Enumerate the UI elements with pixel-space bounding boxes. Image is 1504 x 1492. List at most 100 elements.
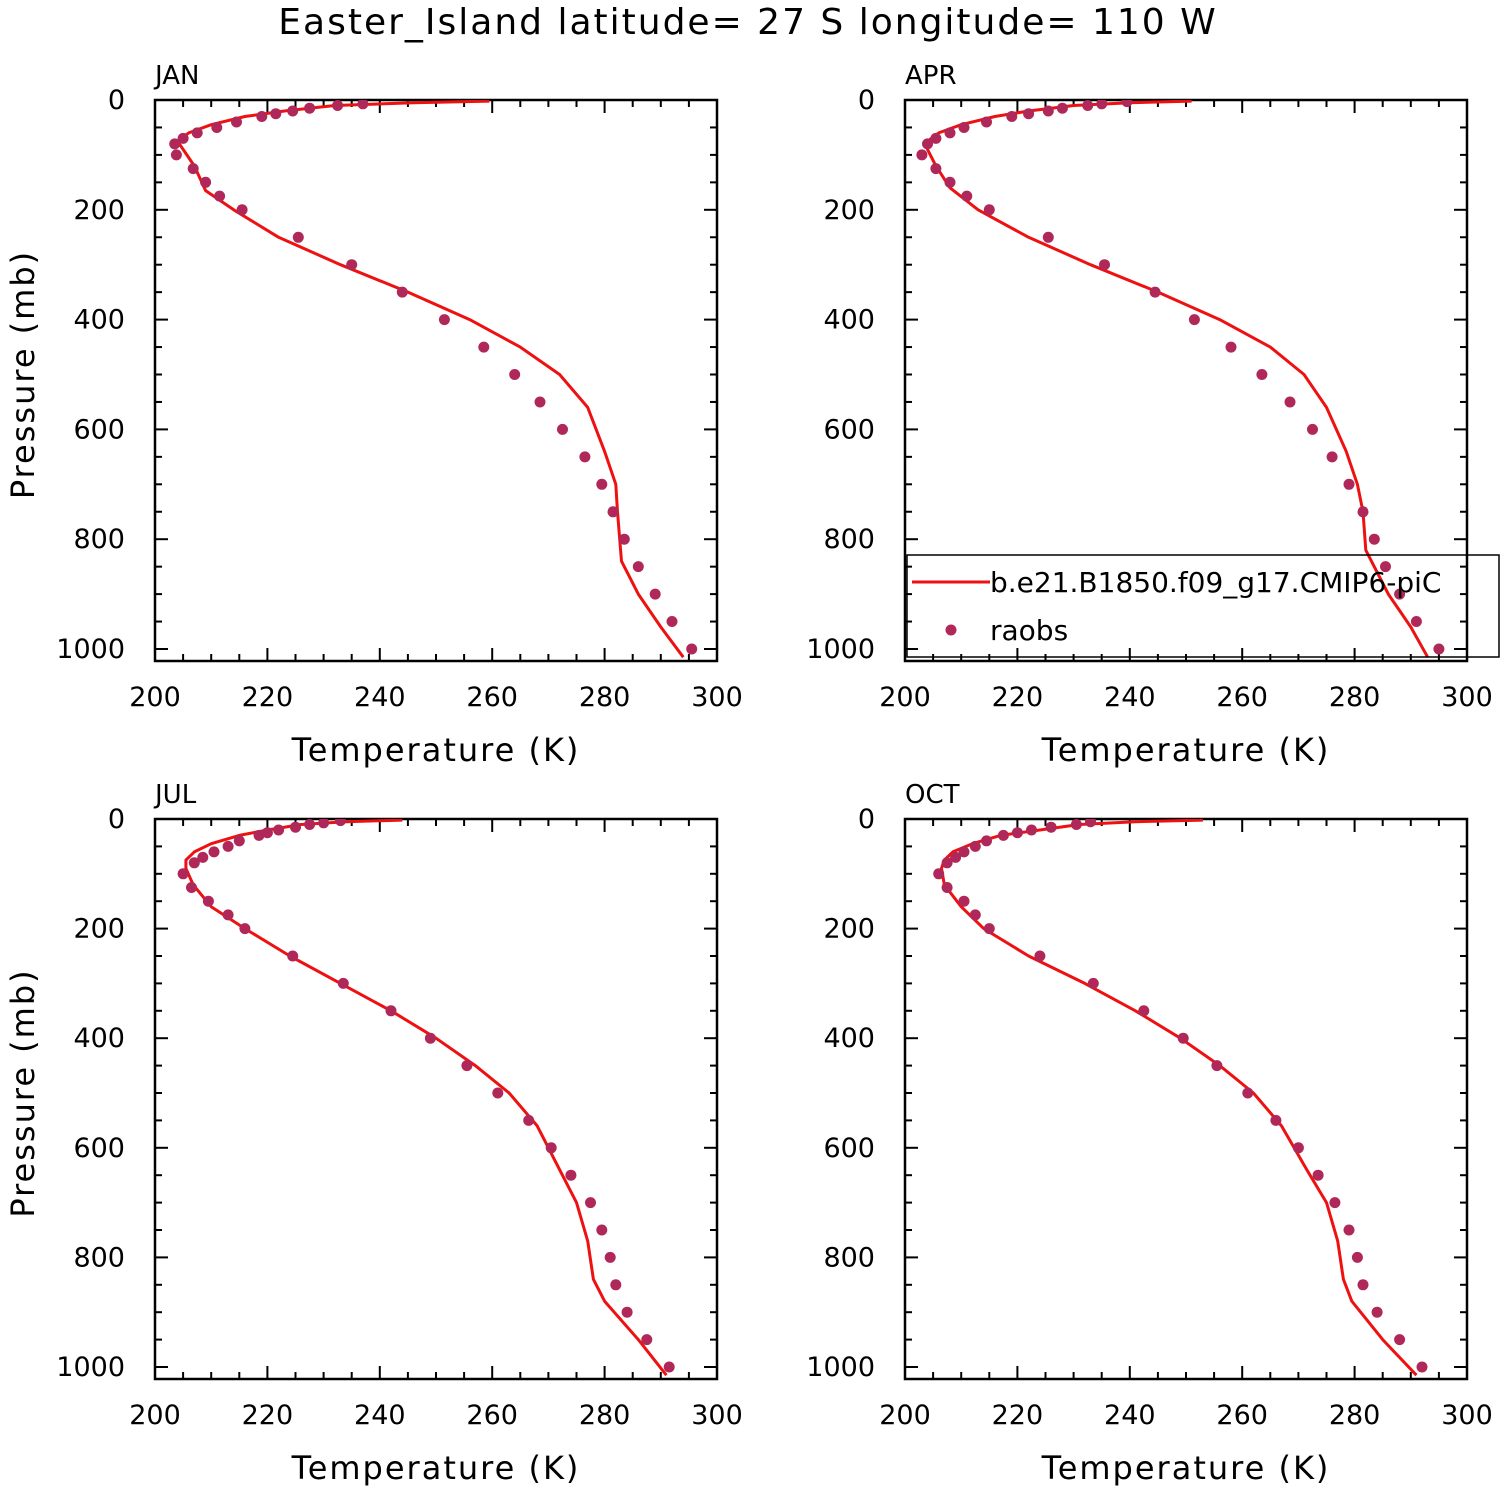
legend-box	[906, 554, 1500, 658]
raobs-point	[1082, 100, 1094, 111]
panel-title: APR	[905, 61, 957, 91]
raobs-point	[1242, 1087, 1254, 1099]
raobs-point	[666, 616, 678, 627]
raobs-point	[1211, 1060, 1223, 1072]
raobs-point	[941, 857, 953, 869]
raobs-point	[346, 259, 358, 271]
x-tick-label: 260	[1216, 682, 1268, 713]
panel-title: JUL	[153, 780, 197, 810]
raobs-point	[1011, 827, 1023, 839]
raobs-point	[214, 190, 226, 202]
raobs-point	[1326, 451, 1338, 463]
raobs-point	[621, 1306, 633, 1318]
raobs-point	[304, 102, 316, 114]
x-axis-label: Temperature (K)	[291, 731, 581, 769]
raobs-point	[565, 1169, 577, 1181]
raobs-point	[1312, 1169, 1324, 1181]
raobs-point	[944, 176, 956, 188]
raobs-point	[632, 561, 644, 573]
main-title: Easter_Island latitude= 27 S longitude= …	[278, 2, 1217, 43]
raobs-point	[287, 950, 299, 962]
series-group	[933, 819, 1428, 1377]
x-tick-label: 200	[879, 1400, 931, 1431]
raobs-point	[188, 857, 200, 869]
raobs-point	[169, 138, 181, 150]
raobs-point	[1042, 105, 1054, 117]
raobs-point	[1121, 100, 1133, 108]
x-tick-label: 300	[691, 1400, 743, 1431]
raobs-point	[337, 977, 349, 989]
raobs-point	[1292, 1142, 1304, 1154]
raobs-point	[1138, 1005, 1150, 1017]
x-tick-label: 200	[879, 682, 931, 713]
x-tick-label: 300	[1441, 1400, 1493, 1431]
raobs-point	[579, 451, 591, 463]
raobs-point	[273, 824, 285, 836]
y-tick-label: 600	[73, 1133, 125, 1164]
raobs-point	[1394, 1334, 1406, 1346]
raobs-point	[1099, 259, 1110, 271]
raobs-point	[1026, 824, 1037, 836]
raobs-point	[1056, 102, 1068, 114]
model-line	[184, 819, 668, 1377]
raobs-point	[287, 105, 299, 117]
x-axis-label: Temperature (K)	[291, 1449, 581, 1487]
raobs-point	[211, 122, 223, 133]
raobs-point	[1394, 588, 1406, 600]
raobs-point	[202, 895, 214, 907]
raobs-point	[969, 909, 981, 921]
raobs-point	[585, 1197, 596, 1209]
raobs-point	[1343, 478, 1355, 490]
raobs-point	[1351, 1251, 1363, 1263]
raobs-point	[534, 396, 546, 408]
x-tick-label: 220	[242, 1400, 294, 1431]
legend-label-obs: raobs	[990, 614, 1068, 647]
raobs-point	[1371, 1306, 1383, 1318]
raobs-point	[930, 132, 942, 144]
x-tick-label: 280	[1329, 682, 1381, 713]
raobs-point	[997, 829, 1009, 841]
raobs-point	[1042, 231, 1054, 243]
y-tick-label: 1000	[56, 1352, 125, 1383]
raobs-point	[1023, 108, 1035, 120]
series-group	[916, 100, 1445, 658]
raobs-point	[1085, 819, 1096, 828]
raobs-point	[983, 204, 995, 216]
axis-ticks	[154, 818, 718, 1379]
x-tick-label: 220	[992, 1400, 1044, 1431]
x-axis-label: Temperature (K)	[1041, 731, 1331, 769]
raobs-point	[950, 851, 962, 863]
raobs-point	[686, 643, 698, 655]
raobs-point	[933, 868, 945, 880]
y-tick-label: 1000	[806, 1352, 875, 1383]
raobs-point	[208, 846, 220, 858]
raobs-point	[1177, 1032, 1189, 1044]
raobs-point	[1343, 1224, 1355, 1236]
raobs-point	[1416, 1361, 1428, 1373]
raobs-point	[385, 1005, 397, 1017]
model-line	[940, 819, 1418, 1377]
raobs-point	[607, 506, 619, 518]
x-tick-label: 240	[354, 682, 406, 713]
x-tick-label: 240	[1104, 1400, 1156, 1431]
raobs-point	[239, 923, 251, 935]
raobs-point	[222, 909, 234, 921]
raobs-point	[177, 868, 189, 880]
y-tick-label: 800	[73, 1242, 125, 1273]
x-tick-label: 260	[466, 1400, 518, 1431]
raobs-point	[492, 1087, 504, 1099]
panel-title: OCT	[905, 780, 960, 810]
raobs-point	[961, 190, 973, 202]
raobs-point	[1188, 314, 1200, 326]
y-tick-label: 800	[823, 1242, 875, 1273]
raobs-point	[523, 1114, 535, 1126]
raobs-point	[618, 533, 630, 545]
raobs-point	[596, 1224, 608, 1236]
raobs-point	[1034, 950, 1046, 962]
raobs-point	[253, 829, 265, 841]
y-tick-label: 1000	[56, 634, 125, 665]
raobs-point	[1410, 616, 1422, 627]
raobs-point	[231, 116, 242, 128]
